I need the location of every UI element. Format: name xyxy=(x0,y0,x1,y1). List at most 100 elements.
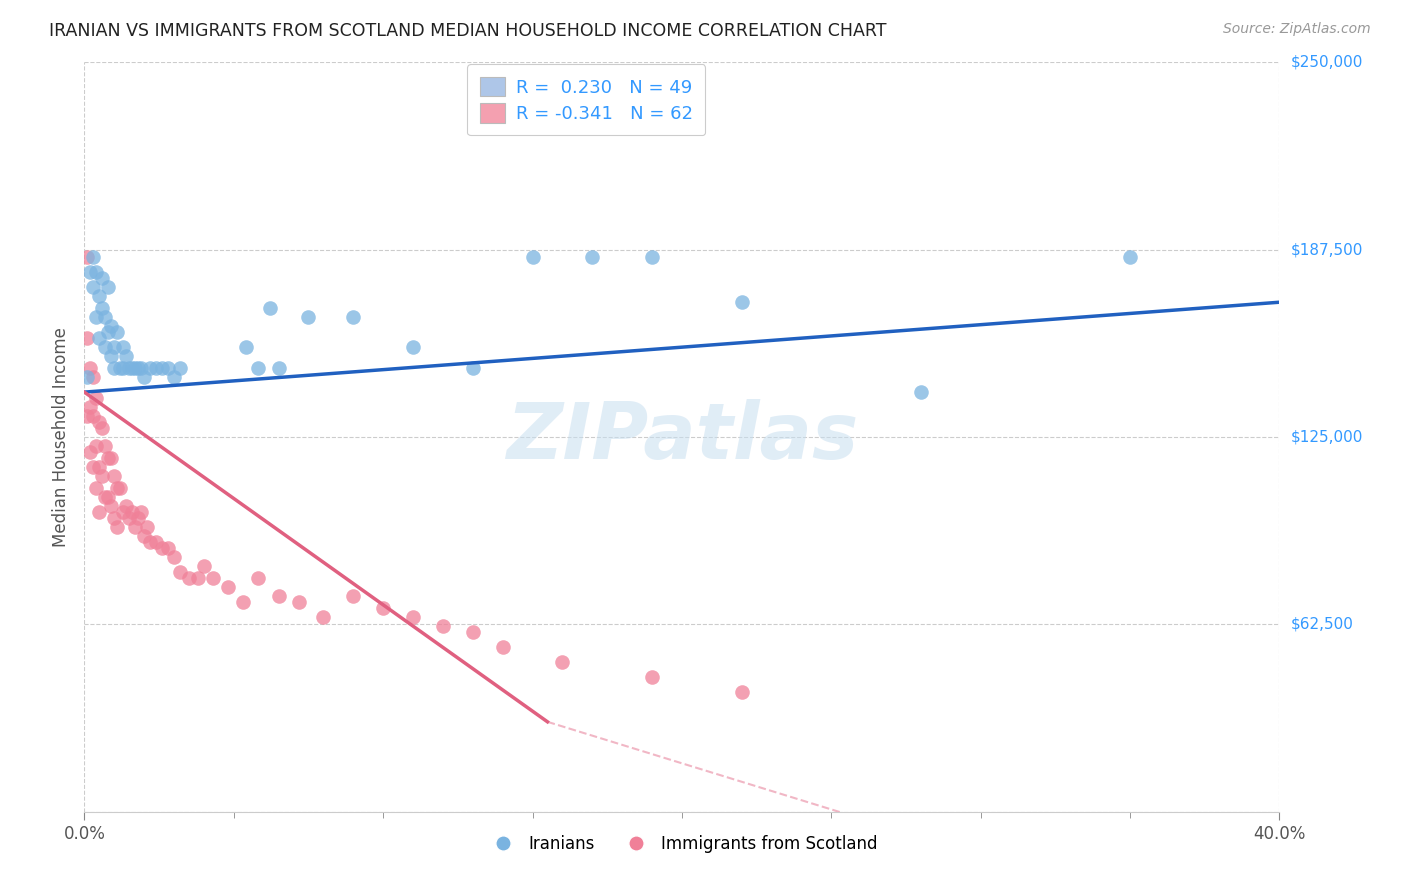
Point xyxy=(82,250,104,264)
Point xyxy=(910,385,932,400)
Point xyxy=(91,301,114,316)
Point xyxy=(89,415,111,429)
Point xyxy=(169,361,191,376)
Point xyxy=(150,361,173,376)
Point xyxy=(79,265,101,279)
Point xyxy=(86,439,108,453)
Point xyxy=(118,361,141,376)
Point xyxy=(551,655,574,669)
Point xyxy=(139,361,162,376)
Point xyxy=(432,619,454,633)
Point xyxy=(82,460,104,475)
Point xyxy=(177,571,200,585)
Point xyxy=(288,595,311,609)
Point xyxy=(267,361,290,376)
Point xyxy=(89,331,111,345)
Text: $187,500: $187,500 xyxy=(1291,243,1362,257)
Point xyxy=(342,310,364,325)
Point xyxy=(82,409,104,423)
Point xyxy=(76,331,98,345)
Point xyxy=(163,549,186,564)
Point xyxy=(76,250,98,264)
Point xyxy=(402,340,425,354)
Point xyxy=(103,340,125,354)
Point xyxy=(94,439,117,453)
Point xyxy=(373,601,395,615)
Point xyxy=(89,505,111,519)
Point xyxy=(103,361,125,376)
Point xyxy=(97,451,120,466)
Point xyxy=(342,589,364,603)
Point xyxy=(246,571,269,585)
Point xyxy=(127,361,149,376)
Point xyxy=(139,535,162,549)
Point xyxy=(217,580,239,594)
Point xyxy=(97,325,120,339)
Point xyxy=(461,624,484,639)
Point xyxy=(267,589,290,603)
Point xyxy=(94,490,117,504)
Point xyxy=(91,469,114,483)
Point xyxy=(100,451,122,466)
Point xyxy=(731,685,754,699)
Point xyxy=(129,361,152,376)
Point xyxy=(82,370,104,384)
Point xyxy=(103,511,125,525)
Point xyxy=(121,361,143,376)
Point xyxy=(163,370,186,384)
Point xyxy=(641,250,664,264)
Text: $62,500: $62,500 xyxy=(1291,617,1354,632)
Point xyxy=(522,250,544,264)
Point xyxy=(121,505,143,519)
Point xyxy=(641,670,664,684)
Point xyxy=(110,481,132,495)
Point xyxy=(157,541,180,555)
Point xyxy=(115,349,138,363)
Point xyxy=(86,481,108,495)
Text: Source: ZipAtlas.com: Source: ZipAtlas.com xyxy=(1223,22,1371,37)
Text: ZIPatlas: ZIPatlas xyxy=(506,399,858,475)
Point xyxy=(193,558,215,573)
Point xyxy=(82,280,104,294)
Point xyxy=(105,520,128,534)
Point xyxy=(235,340,257,354)
Point xyxy=(731,295,754,310)
Point xyxy=(132,529,156,543)
Point xyxy=(89,289,111,303)
Point xyxy=(94,340,117,354)
Point xyxy=(105,481,128,495)
Point xyxy=(110,361,132,376)
Y-axis label: Median Household Income: Median Household Income xyxy=(52,327,70,547)
Point xyxy=(169,565,191,579)
Point xyxy=(89,460,111,475)
Point xyxy=(150,541,173,555)
Point xyxy=(124,361,146,376)
Point xyxy=(100,349,122,363)
Point xyxy=(145,361,167,376)
Point xyxy=(76,370,98,384)
Text: $250,000: $250,000 xyxy=(1291,55,1362,70)
Point xyxy=(145,535,167,549)
Point xyxy=(297,310,319,325)
Point xyxy=(100,319,122,334)
Point xyxy=(115,499,138,513)
Point xyxy=(132,370,156,384)
Point xyxy=(112,340,135,354)
Point xyxy=(118,511,141,525)
Point xyxy=(129,505,152,519)
Point xyxy=(157,361,180,376)
Point xyxy=(79,400,101,414)
Point xyxy=(94,310,117,325)
Point xyxy=(86,265,108,279)
Point xyxy=(103,469,125,483)
Point xyxy=(492,640,515,654)
Text: $125,000: $125,000 xyxy=(1291,430,1362,444)
Legend: Iranians, Immigrants from Scotland: Iranians, Immigrants from Scotland xyxy=(479,829,884,860)
Point xyxy=(79,361,101,376)
Point xyxy=(124,520,146,534)
Point xyxy=(76,409,98,423)
Point xyxy=(461,361,484,376)
Point xyxy=(91,271,114,285)
Point xyxy=(187,571,209,585)
Point xyxy=(112,361,135,376)
